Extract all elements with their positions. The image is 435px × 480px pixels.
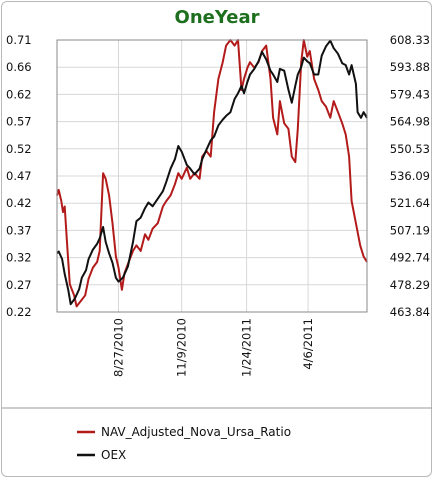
x-tick-label: 8/27/2010 [111,318,125,377]
x-axis: 8/27/2010 11/9/2010 1/24/2011 4/6/2011 [111,318,315,377]
y-right-tick-label: 608.33 [390,33,430,47]
series-line-nav-adjusted-nova-ursa-ratio [56,39,368,308]
y-right-tick-label: 579.43 [390,87,430,101]
legend-label: OEX [101,448,126,462]
y-right-tick-label: 564.98 [390,115,430,129]
y-right-tick-label: 478.29 [390,278,430,292]
series-layer [56,39,368,308]
y-left-tick-label: 0.32 [6,251,32,265]
left-axis: 0.71 0.66 0.62 0.57 0.52 0.47 0.42 0.37 0.32 0.27… [6,33,32,319]
x-tick-label: 1/24/2011 [240,318,254,377]
y-left-tick-label: 0.22 [6,305,32,319]
y-right-tick-label: 536.09 [390,169,430,183]
x-tick-label: 11/9/2010 [175,318,189,377]
y-right-tick-label: 593.88 [390,60,430,74]
y-left-tick-label: 0.47 [6,169,32,183]
y-left-tick-label: 0.27 [6,278,32,292]
y-right-tick-label: 521.64 [390,196,430,210]
y-left-tick-label: 0.71 [6,33,32,47]
series-line-oex [56,39,368,306]
y-left-tick-label: 0.52 [6,142,32,156]
y-left-tick-label: 0.42 [6,196,32,210]
right-axis: 608.33 593.88 579.43 564.98 550.53 536.09 521.… [390,33,430,319]
chart-title: OneYear [175,7,260,28]
y-left-tick-label: 0.57 [6,115,32,129]
y-right-tick-label: 463.84 [390,305,430,319]
legend: NAV_Adjusted_Nova_Ursa_Ratio OEX [77,425,291,462]
legend-label: NAV_Adjusted_Nova_Ursa_Ratio [101,425,291,439]
y-left-tick-label: 0.66 [6,60,32,74]
plot-area [56,39,368,313]
y-left-tick-label: 0.37 [6,223,32,237]
y-left-tick-label: 0.62 [6,87,32,101]
y-right-tick-label: 550.53 [390,142,430,156]
y-right-tick-label: 492.74 [390,251,430,265]
x-tick-label: 4/6/2011 [301,318,315,370]
y-right-tick-label: 507.19 [390,223,430,237]
